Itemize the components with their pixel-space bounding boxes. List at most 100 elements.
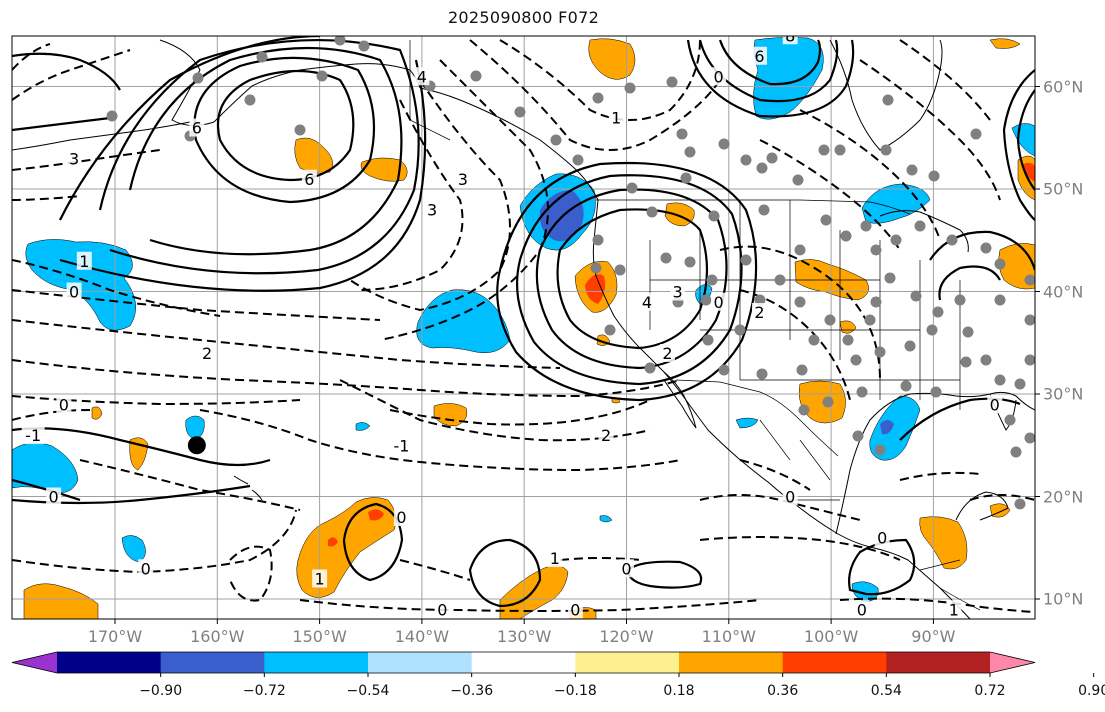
station-dot <box>994 374 1006 386</box>
colorbar-tick-label: −0.90 <box>139 683 183 699</box>
contour-east-low <box>1002 69 1035 221</box>
contour-eastern <box>969 494 1035 501</box>
contour-eastern <box>719 245 881 381</box>
contour-label-bg <box>874 528 890 547</box>
colorbar-tick-label: 0.90 <box>1078 683 1105 699</box>
lon-tick-label: 170°W <box>87 627 143 646</box>
station-dot <box>192 72 204 84</box>
red-patch <box>585 274 606 304</box>
station-dot <box>1004 414 1016 426</box>
blue-patch <box>861 183 931 224</box>
contour-label: -1 <box>393 436 409 455</box>
colorbar-extend-high <box>990 652 1035 673</box>
colorbar-tick-label: 0.36 <box>767 683 799 699</box>
station-dot <box>884 272 896 284</box>
contour-label: 1 <box>949 600 959 619</box>
contour-eastern <box>899 471 981 481</box>
orange-patch <box>294 137 333 174</box>
contour-label-bg <box>189 118 205 137</box>
contour-label-bg <box>66 282 82 301</box>
map-title: 2025090800 F072 <box>447 8 600 27</box>
yucatan <box>955 491 1009 521</box>
station-dot <box>904 340 916 352</box>
station-dot <box>808 334 820 346</box>
station-dot <box>850 354 862 366</box>
station-dot <box>294 124 306 136</box>
station-dot <box>818 144 830 156</box>
contour-eastern <box>699 494 861 521</box>
contour-label-bg <box>987 395 1003 414</box>
station-dot <box>660 252 672 264</box>
station-dot <box>870 244 882 256</box>
contour-tropical <box>339 379 651 442</box>
contour-west-us-high <box>496 161 758 402</box>
contour-tropical <box>299 599 761 612</box>
blue-patch <box>121 535 146 563</box>
station-dot <box>572 154 584 166</box>
great-lakes <box>879 210 969 253</box>
blue-patch <box>12 442 79 493</box>
blue-patch <box>416 289 511 353</box>
lon-tick-marks <box>114 619 934 624</box>
orange-patch <box>499 565 569 619</box>
contour-label: 0 <box>877 529 887 548</box>
station-dot <box>734 324 746 336</box>
colorbar-tick-label: −0.18 <box>553 683 597 699</box>
gulf-of-mexico-coast <box>835 391 1035 535</box>
colorbar <box>11 651 1095 677</box>
station-dot <box>824 314 836 326</box>
station-markers <box>106 36 1035 510</box>
station-dot <box>874 346 886 358</box>
station-dot <box>1014 498 1026 510</box>
station-dot <box>1024 274 1035 286</box>
contour-label-bg <box>434 600 450 619</box>
station-dot <box>932 306 944 318</box>
station-dot <box>874 444 886 456</box>
contour-label-bg <box>66 149 82 168</box>
station-dot <box>676 128 688 140</box>
contour-trough <box>379 59 549 341</box>
contour-label-bg <box>782 36 798 45</box>
station-dot <box>590 262 602 274</box>
station-dot <box>604 324 616 336</box>
contour-western-pacific <box>12 149 161 171</box>
orange-patch <box>433 403 468 427</box>
lat-tick-label: 60°N <box>1043 77 1084 96</box>
contour-label: 3 <box>458 170 468 189</box>
contour-label: 1 <box>611 108 621 127</box>
contour-label-bg <box>619 559 634 578</box>
station-dot <box>910 290 922 302</box>
station-dot <box>796 364 808 376</box>
lon-tick-label: 160°W <box>190 627 245 646</box>
station-dot <box>928 170 940 182</box>
hawaii <box>233 475 263 501</box>
contour-label: 1 <box>315 570 325 589</box>
station-dot <box>700 294 712 306</box>
contour-high-alaska <box>193 56 376 204</box>
station-dot <box>852 430 864 442</box>
contour-tropical <box>399 557 641 581</box>
contour-label: 0 <box>49 488 59 507</box>
orange-patch <box>360 157 408 182</box>
station-dot <box>1024 314 1035 326</box>
station-dot <box>718 138 730 150</box>
contour-subtropical <box>12 259 221 317</box>
coastlines <box>12 39 1035 619</box>
lon-tick-label: 110°W <box>701 627 756 646</box>
contour-label: 0 <box>437 600 447 619</box>
station-dot <box>316 70 328 82</box>
contour-west-us-high <box>535 188 728 370</box>
contour-label: 1 <box>550 549 560 568</box>
colorbar-segment <box>782 652 887 673</box>
contour-label: 0 <box>396 508 406 527</box>
contour-trough <box>349 79 511 312</box>
station-dot <box>798 404 810 416</box>
station-dot <box>926 324 938 336</box>
contour-ridge <box>98 38 420 275</box>
colorbar-segment <box>264 652 369 673</box>
contour-label-bg <box>711 292 727 311</box>
station-dot <box>794 244 806 256</box>
station-dot <box>706 274 718 286</box>
station-dot <box>840 230 852 242</box>
